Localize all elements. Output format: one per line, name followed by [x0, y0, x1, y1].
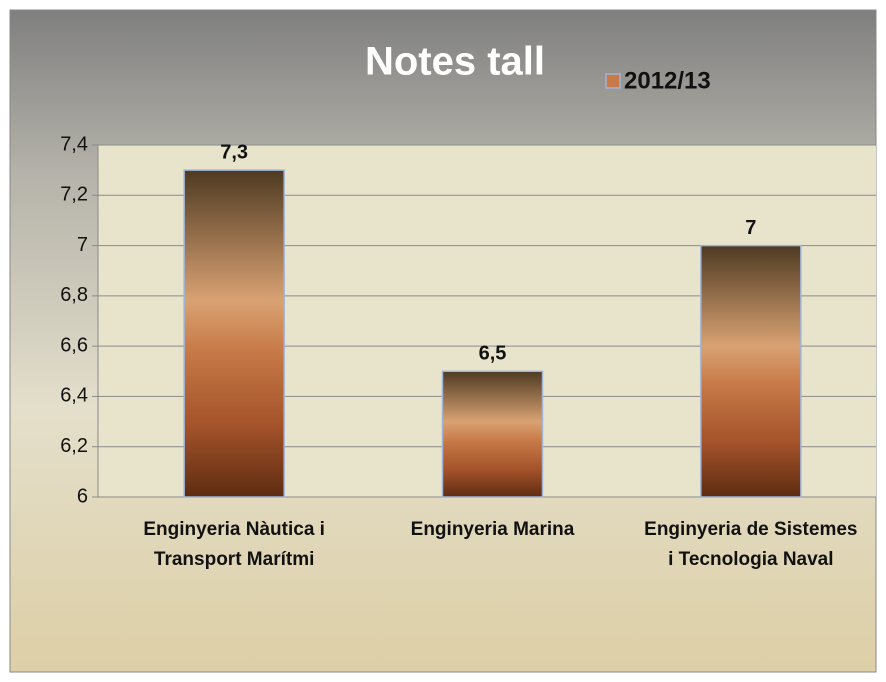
- bar: [183, 169, 285, 498]
- data-label: 7,3: [220, 141, 248, 163]
- data-label: 7: [745, 217, 756, 239]
- y-tick-label: 6,6: [60, 334, 88, 356]
- y-tick-label: 6,4: [60, 385, 88, 407]
- bar: [441, 370, 544, 498]
- y-tick-label: 7,2: [60, 184, 88, 206]
- x-tick-label: Enginyeria de Sistemes i Tecnologia Nava…: [644, 519, 858, 570]
- y-tick-label: 7: [77, 234, 88, 256]
- y-tick-label: 6,2: [60, 435, 88, 457]
- legend-label: 2012/13: [624, 67, 711, 94]
- y-tick-label: 6,8: [60, 284, 88, 306]
- data-label: 6,5: [479, 343, 507, 365]
- legend-swatch: [605, 73, 621, 89]
- y-tick-label: 7,4: [60, 133, 88, 155]
- x-tick-label: Enginyeria Marina: [410, 519, 575, 540]
- chart-title: Notes tall: [365, 40, 545, 84]
- y-tick-label: 6: [77, 485, 88, 507]
- x-tick-label: Enginyeria Nàutica i Transport Marítmi: [143, 519, 325, 570]
- bar: [700, 244, 802, 498]
